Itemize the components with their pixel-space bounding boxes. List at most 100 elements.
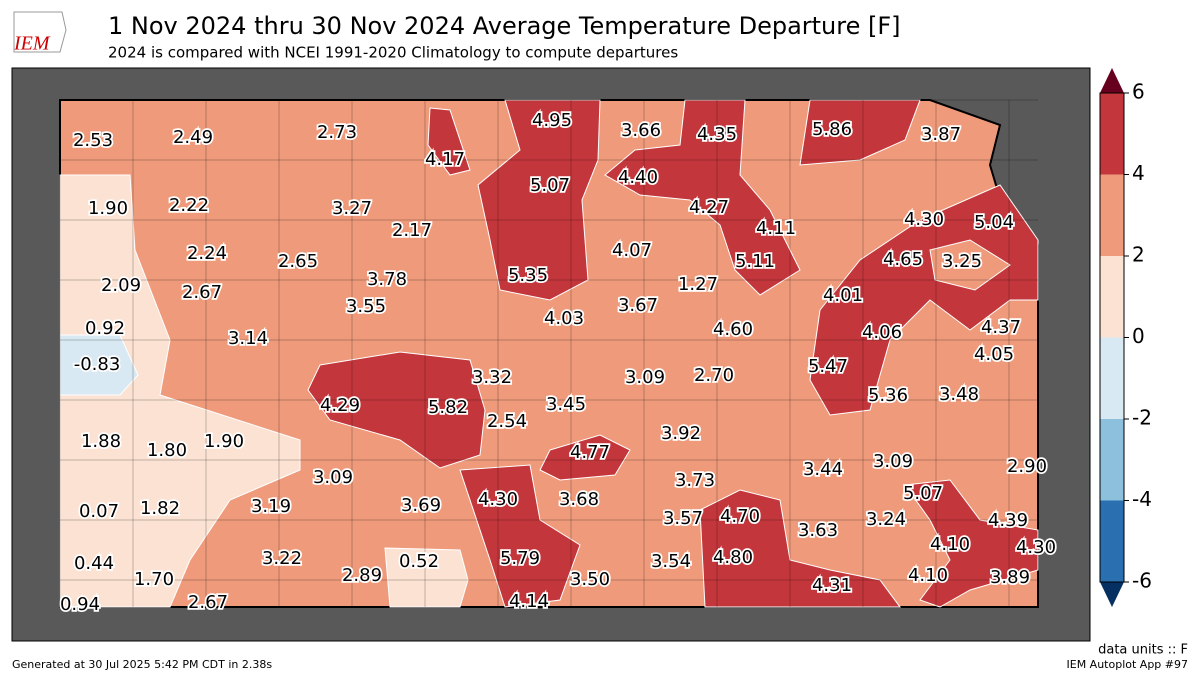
value-label: 2.53 [73,130,113,151]
value-label: 0.94 [60,594,100,615]
value-label: 5.11 [735,251,775,272]
value-label: 3.27 [332,198,372,219]
value-label: 3.32 [472,367,512,388]
app: IEM Autoplot App #97 [1067,658,1189,671]
value-label: 4.10 [930,534,970,555]
value-label: 4.70 [720,506,760,527]
value-label: 1.82 [140,498,180,519]
value-label: 5.07 [903,483,943,504]
value-label: 2.73 [317,122,357,143]
colorbar-bin [1100,337,1124,419]
value-label: 4.06 [862,322,902,343]
value-label: 4.27 [689,197,729,218]
value-label: 1.27 [678,274,718,295]
colorbar-tick-label: -6 [1132,569,1152,593]
value-label: 4.65 [883,249,923,270]
value-label: 2.70 [694,365,734,386]
value-label: 5.79 [500,548,540,569]
value-label: 3.19 [251,496,291,517]
colorbar-bin [1100,93,1124,175]
value-label: 3.45 [546,394,586,415]
value-label: 4.30 [1016,537,1056,558]
contour-4-6 [459,464,581,608]
value-label: 3.09 [313,467,353,488]
value-label: 3.57 [663,508,703,529]
value-label: 3.92 [661,423,701,444]
contour-0-2 [384,547,469,608]
value-label: 3.55 [346,296,386,317]
value-label: 1.80 [147,440,187,461]
value-label: 0.44 [74,553,114,574]
value-label: 4.95 [532,110,572,131]
value-label: 4.10 [908,565,948,586]
value-label: 4.11 [756,218,796,239]
value-label: 3.25 [942,251,982,272]
value-label: 4.17 [425,149,465,170]
value-label: 5.04 [974,212,1014,233]
colorbar-tick-label: 2 [1132,243,1145,267]
state [59,99,1039,608]
contour-4-6 [604,99,801,296]
value-label: 4.07 [612,240,652,261]
value-label: 3.78 [367,269,407,290]
value-label: 2.22 [169,195,209,216]
value-label: 3.89 [990,567,1030,588]
value-label: 2.67 [182,282,222,303]
value-label: 5.07 [530,175,570,196]
contour-2-4 [929,239,1011,291]
value-label: 2.17 [392,220,432,241]
value-label: 5.36 [868,385,908,406]
value-label: 3.48 [939,384,979,405]
value-label: 3.44 [803,459,843,480]
value-label: 4.77 [570,442,610,463]
contour-4-6 [307,351,486,469]
value-label: 3.50 [570,569,610,590]
value-label: 3.14 [228,328,268,349]
value-label: 4.35 [697,124,737,145]
value-label: 0.92 [85,318,125,339]
value-label: 5.86 [812,119,852,140]
contour-4-6 [809,184,1039,416]
contour-0-2 [59,174,301,608]
value-label: 4.40 [618,167,658,188]
colorbar-tick-label: -4 [1132,487,1152,511]
value-label: 4.05 [974,344,1014,365]
colorbar-bin [1100,500,1124,582]
value-label: 4.03 [544,308,584,329]
value-label: 4.30 [478,489,518,510]
value-label: 3.54 [651,551,691,572]
colorbar-bin [1100,256,1124,338]
colorbar-over [1100,68,1124,93]
logo: IEM [13,33,51,55]
value-label: 3.87 [921,124,961,145]
value-label: 1.88 [81,431,121,452]
value-label: 2.89 [342,565,382,586]
value-label: 4.39 [988,510,1028,531]
value-label: 4.60 [713,319,753,340]
value-label: 3.63 [798,520,838,541]
value-label: 2.09 [101,275,141,296]
value-label: 3.09 [625,367,665,388]
value-label: 5.47 [808,356,848,377]
value-label: 2.24 [187,243,227,264]
contour-4-6 [904,479,1039,608]
value-label: -0.83 [74,354,121,375]
value-label: 4.29 [320,395,360,416]
value-label: 5.82 [428,397,468,418]
value-label: 4.14 [509,591,549,612]
subtitle: 2024 is compared with NCEI 1991-2020 Cli… [108,44,678,62]
colorbar-tick-label: 4 [1132,161,1145,185]
value-label: 1.90 [88,198,128,219]
generated: Generated at 30 Jul 2025 5:42 PM CDT in … [12,658,272,671]
colorbar-tick-label: 0 [1132,324,1145,348]
value-label: 3.67 [618,295,658,316]
value-label: 2.49 [173,127,213,148]
colorbar-tick-label: 6 [1132,80,1145,104]
value-label: 3.69 [401,495,441,516]
value-label: 3.24 [866,509,906,530]
value-label: 3.22 [262,548,302,569]
value-label: 0.07 [79,501,119,522]
logo-outline [13,11,67,53]
units: data units :: F [1098,643,1188,658]
